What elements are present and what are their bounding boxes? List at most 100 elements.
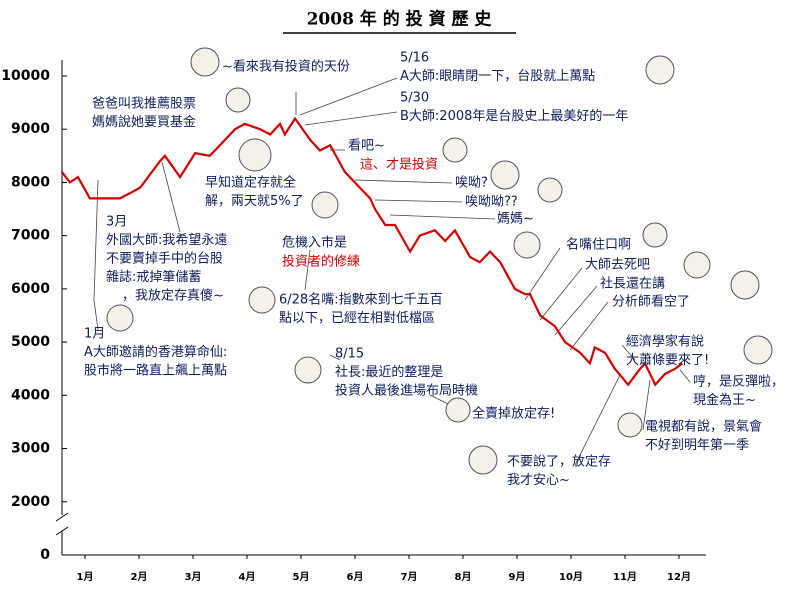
annotation: 社長還在講 <box>600 276 665 292</box>
annotation: A大師邀請的香港算命仙: <box>84 344 227 360</box>
line <box>60 116 683 387</box>
annotation: 外國大師:我希望永遠 <box>106 232 227 248</box>
x-tick-label: 10月 <box>559 571 583 583</box>
annotation: 不好到明年第一季 <box>645 438 749 453</box>
axis-break <box>55 526 69 536</box>
annotation: 危機入市是 <box>282 235 347 251</box>
connector <box>354 179 453 184</box>
connector <box>574 374 621 466</box>
annotation: 5/30 <box>400 91 429 106</box>
x-tick-label: 7月 <box>401 571 418 583</box>
y-tick-label: 8000 <box>11 174 50 190</box>
y-tick-label: 5000 <box>11 334 50 350</box>
annotation: 點以下，已經在相對低檔區 <box>279 311 435 326</box>
connector <box>539 267 583 321</box>
annotation: ~看來我有投資的天份 <box>222 59 350 75</box>
annotation: 不要說了，放定存 <box>507 454 611 470</box>
axis-break <box>55 512 69 522</box>
face <box>106 304 134 332</box>
annotation: 現金為王~ <box>693 392 756 408</box>
annotation: 早知道定存就全 <box>205 175 296 191</box>
connector <box>299 77 398 116</box>
x-tick-label: 8月 <box>455 571 472 583</box>
x-tick-label: 1月 <box>77 571 94 583</box>
x-tick-label: 4月 <box>239 571 256 583</box>
annotation: A大師:眼睛閉一下，台股就上萬點 <box>400 69 595 84</box>
x-tick-label: 3月 <box>185 571 202 583</box>
annotation: 投資人最後進場布局時機 <box>335 383 478 399</box>
annotation: 名嘴住口啊 <box>566 237 631 253</box>
face <box>683 251 711 279</box>
annotation: 唉呦? <box>455 175 488 191</box>
connector <box>374 199 463 203</box>
annotation: 電視都有說，景氣會 <box>645 419 762 435</box>
annotation: 媽媽說她要買基金 <box>92 114 196 130</box>
connector <box>329 354 341 361</box>
annotation: 媽媽~ <box>497 212 534 227</box>
face <box>225 87 251 113</box>
annotation: 解，兩天就5%了 <box>205 194 304 209</box>
y-tick-label: 2000 <box>11 494 50 510</box>
x-tick-label: 12月 <box>667 571 691 583</box>
cartoon-faces <box>106 47 773 475</box>
annotation: 投資者的修練 <box>282 254 360 270</box>
annotation: ，我放定存真傻~ <box>122 289 224 304</box>
face <box>730 270 760 300</box>
annotation: 唉呦呦?? <box>465 194 518 210</box>
annotation: 哼，是反彈啦， <box>693 374 784 390</box>
face <box>490 160 520 190</box>
y-tick-label: 3000 <box>11 441 50 457</box>
annotation: 大師去死吧 <box>585 258 650 273</box>
annotation: 我才安心~ <box>507 473 570 488</box>
annotation: 股市將一路直上飆上萬點 <box>84 363 227 379</box>
y-tick-label: 9000 <box>11 121 50 137</box>
face <box>294 356 322 384</box>
x-tick-label: 11月 <box>613 571 637 583</box>
annotation: 經濟學家有說 <box>626 334 704 350</box>
annotation: 分析師看空了 <box>612 294 690 310</box>
connector <box>554 285 598 336</box>
connector <box>304 111 398 126</box>
connector <box>621 344 636 361</box>
face <box>642 222 668 248</box>
face <box>442 137 468 163</box>
annotation: 3月 <box>106 215 127 230</box>
face <box>513 231 541 259</box>
annotation: 這、才是投資 <box>360 157 438 173</box>
annotation: B大師:2008年是台股史上最美好的一年 <box>400 108 628 124</box>
face <box>743 335 773 365</box>
face <box>645 55 675 85</box>
y-tick-label: 6000 <box>11 281 50 297</box>
connector <box>679 369 691 383</box>
face <box>248 286 276 314</box>
face <box>311 191 339 219</box>
connector <box>642 379 651 431</box>
annotation: 1月 <box>84 327 105 342</box>
connector <box>569 301 609 351</box>
annotation: 全賣掉放定存! <box>472 406 555 422</box>
chart-title: 2008 年 的 投 資 歷 史 <box>307 9 493 30</box>
annotation: 不要賣掉手中的台股 <box>106 251 223 267</box>
face <box>537 177 563 203</box>
face <box>468 445 498 475</box>
annotation: 大蕭條要來了! <box>626 353 709 368</box>
annotation: 爸爸叫我推薦股票 <box>92 97 196 112</box>
face <box>190 47 220 77</box>
annotation: 5/16 <box>400 51 429 66</box>
face <box>238 138 272 172</box>
x-tick-label: 5月 <box>293 571 310 583</box>
y-tick-label: 4000 <box>11 387 50 403</box>
x-tick-label: 6月 <box>347 571 364 583</box>
annotation: 8/15 <box>335 347 364 362</box>
face <box>445 397 471 423</box>
face <box>617 412 643 438</box>
y-tick-label: 0 <box>40 547 50 563</box>
annotation: 社長:最近的整理是 <box>335 364 443 380</box>
connector <box>389 214 496 220</box>
y-tick-label: 7000 <box>11 228 50 244</box>
connector <box>524 247 561 301</box>
connector <box>93 179 99 331</box>
annotation: 雜誌:戒掉筆儲蓄 <box>106 269 201 285</box>
x-tick-label: 9月 <box>509 571 526 583</box>
